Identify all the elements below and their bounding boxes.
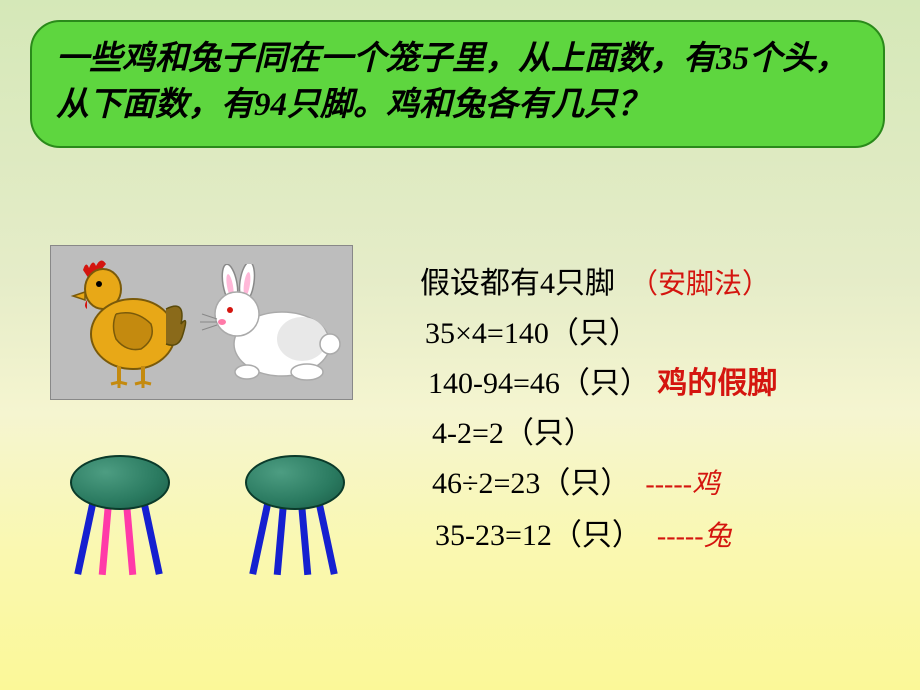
stool-1 [60,455,180,585]
problem-text: 一些鸡和兔子同在一个笼子里，从上面数，有35个头，从下面数，有94只脚。鸡和兔各… [56,41,848,123]
rabbit-icon [192,264,342,394]
expr-2: 140-94=46（只） [428,367,650,400]
stool-top [245,455,345,510]
stool-leg [123,500,137,575]
expr-3: 4-2=2（只） [432,417,594,450]
stool-top [70,455,170,510]
calc-line-3: 4-2=2（只） [432,408,594,452]
stool-leg [274,500,288,575]
stool-leg [298,500,312,575]
stool-leg [140,500,162,575]
heading-text: 假设都有4只脚 [420,267,615,300]
chicken-icon [61,254,191,394]
problem-statement-box: 一些鸡和兔子同在一个笼子里，从上面数，有35个头，从下面数，有94只脚。鸡和兔各… [30,20,885,148]
tail-5: -----兔 [657,521,732,552]
calc-line-2: 140-94=46（只） 鸡的假脚 [428,358,777,402]
calc-line-5: 35-23=12（只） -----兔 [435,510,732,554]
stool-leg [249,500,271,575]
heading-note: （安脚法） [630,269,770,300]
stool-leg [315,500,337,575]
calc-line-1: 35×4=140（只） [425,308,639,352]
stool-2 [235,455,355,585]
note-2: 鸡的假脚 [657,367,777,400]
stools-group [60,455,355,585]
stool-leg [99,500,113,575]
expr-4: 46÷2=23（只） [432,467,630,500]
stool-leg [74,500,96,575]
tail-4: -----鸡 [645,469,720,500]
expr-5: 35-23=12（只） [435,519,642,552]
calc-line-4: 46÷2=23（只） -----鸡 [432,458,720,502]
solution-heading: 假设都有4只脚 （安脚法） [420,258,770,302]
expr-1: 35×4=140（只） [425,317,639,350]
animals-illustration [50,245,353,400]
